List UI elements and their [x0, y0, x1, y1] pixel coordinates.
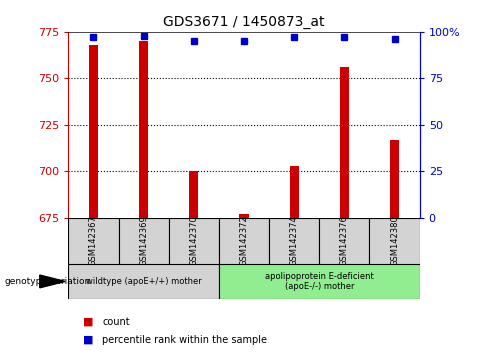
Bar	[139, 41, 148, 218]
Text: GSM142370: GSM142370	[189, 215, 198, 266]
FancyBboxPatch shape	[369, 218, 420, 264]
Bar	[189, 171, 198, 218]
Text: GSM142367: GSM142367	[89, 215, 98, 266]
FancyBboxPatch shape	[68, 218, 119, 264]
Bar	[290, 166, 299, 218]
Bar	[89, 45, 98, 218]
Bar	[340, 67, 349, 218]
Bar	[390, 140, 399, 218]
FancyBboxPatch shape	[169, 218, 219, 264]
Title: GDS3671 / 1450873_at: GDS3671 / 1450873_at	[163, 16, 325, 29]
Text: GSM142376: GSM142376	[340, 215, 349, 266]
Text: GSM142372: GSM142372	[240, 215, 248, 266]
FancyBboxPatch shape	[319, 218, 369, 264]
Text: wildtype (apoE+/+) mother: wildtype (apoE+/+) mother	[86, 277, 202, 286]
Text: genotype/variation: genotype/variation	[5, 277, 91, 286]
Text: GSM142380: GSM142380	[390, 215, 399, 266]
Text: apolipoprotein E-deficient
(apoE-/-) mother: apolipoprotein E-deficient (apoE-/-) mot…	[265, 272, 374, 291]
Text: GSM142369: GSM142369	[139, 215, 148, 266]
FancyBboxPatch shape	[219, 264, 420, 299]
Text: count: count	[102, 317, 130, 327]
Text: GSM142374: GSM142374	[290, 215, 299, 266]
Text: ■: ■	[83, 335, 94, 345]
Bar	[240, 214, 248, 218]
FancyBboxPatch shape	[119, 218, 169, 264]
Text: percentile rank within the sample: percentile rank within the sample	[102, 335, 267, 345]
FancyBboxPatch shape	[269, 218, 319, 264]
Text: ■: ■	[83, 317, 94, 327]
Polygon shape	[40, 275, 65, 288]
FancyBboxPatch shape	[68, 264, 219, 299]
FancyBboxPatch shape	[219, 218, 269, 264]
